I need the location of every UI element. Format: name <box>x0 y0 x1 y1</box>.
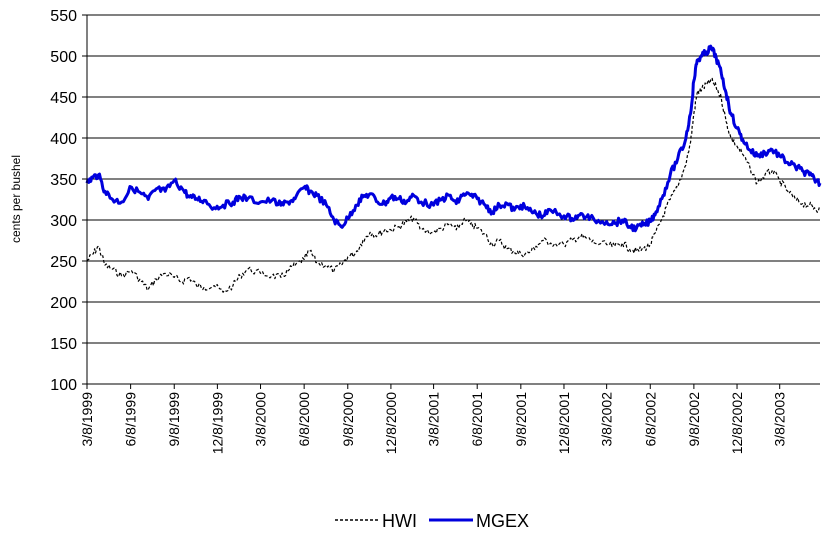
y-tick-label: 500 <box>50 49 77 66</box>
x-tick-label: 6/8/1999 <box>123 392 139 447</box>
x-tick-label: 3/8/2001 <box>426 392 442 447</box>
y-tick-label: 300 <box>50 213 77 230</box>
legend: HWI MGEX <box>335 511 529 531</box>
x-tick-label: 12/8/2002 <box>729 392 745 454</box>
y-axis-label: cents per bushel <box>9 155 23 243</box>
x-tick-label: 3/8/2003 <box>772 392 788 447</box>
legend-label-mgex: MGEX <box>476 511 529 531</box>
x-tick-label: 3/8/2000 <box>253 392 269 447</box>
y-tick-label: 200 <box>50 295 77 312</box>
x-tick-label: 6/8/2001 <box>469 392 485 447</box>
y-tick-label: 550 <box>50 8 77 25</box>
x-tick-label: 9/8/2001 <box>513 392 529 447</box>
legend-label-hwi: HWI <box>382 511 417 531</box>
y-tick-label: 450 <box>50 90 77 107</box>
y-tick-label: 350 <box>50 172 77 189</box>
x-tick-label: 3/8/1999 <box>79 392 95 447</box>
x-axis-ticks: 3/8/1999 6/8/1999 9/8/1999 12/8/1999 3/8/200… <box>79 384 788 454</box>
series-line-mgex <box>85 44 822 233</box>
series-line-hwi <box>86 77 821 293</box>
x-tick-label: 6/8/2000 <box>296 392 312 447</box>
x-tick-label: 9/8/2000 <box>340 392 356 447</box>
y-tick-label: 150 <box>50 336 77 353</box>
x-tick-label: 6/8/2002 <box>642 392 658 447</box>
y-axis-ticks: 100 150 200 250 300 350 400 450 500 550 <box>50 8 87 394</box>
series-lines <box>85 44 822 293</box>
gridlines <box>87 14 820 344</box>
x-tick-label: 9/8/1999 <box>166 392 182 447</box>
x-tick-label: 12/8/2000 <box>383 392 399 454</box>
x-tick-label: 12/8/1999 <box>209 392 225 454</box>
x-tick-label: 12/8/2001 <box>556 392 572 454</box>
y-tick-label: 400 <box>50 131 77 148</box>
y-tick-label: 100 <box>50 377 77 394</box>
x-tick-label: 3/8/2002 <box>599 392 615 447</box>
y-tick-label: 250 <box>50 254 77 271</box>
x-tick-label: 9/8/2002 <box>686 392 702 447</box>
